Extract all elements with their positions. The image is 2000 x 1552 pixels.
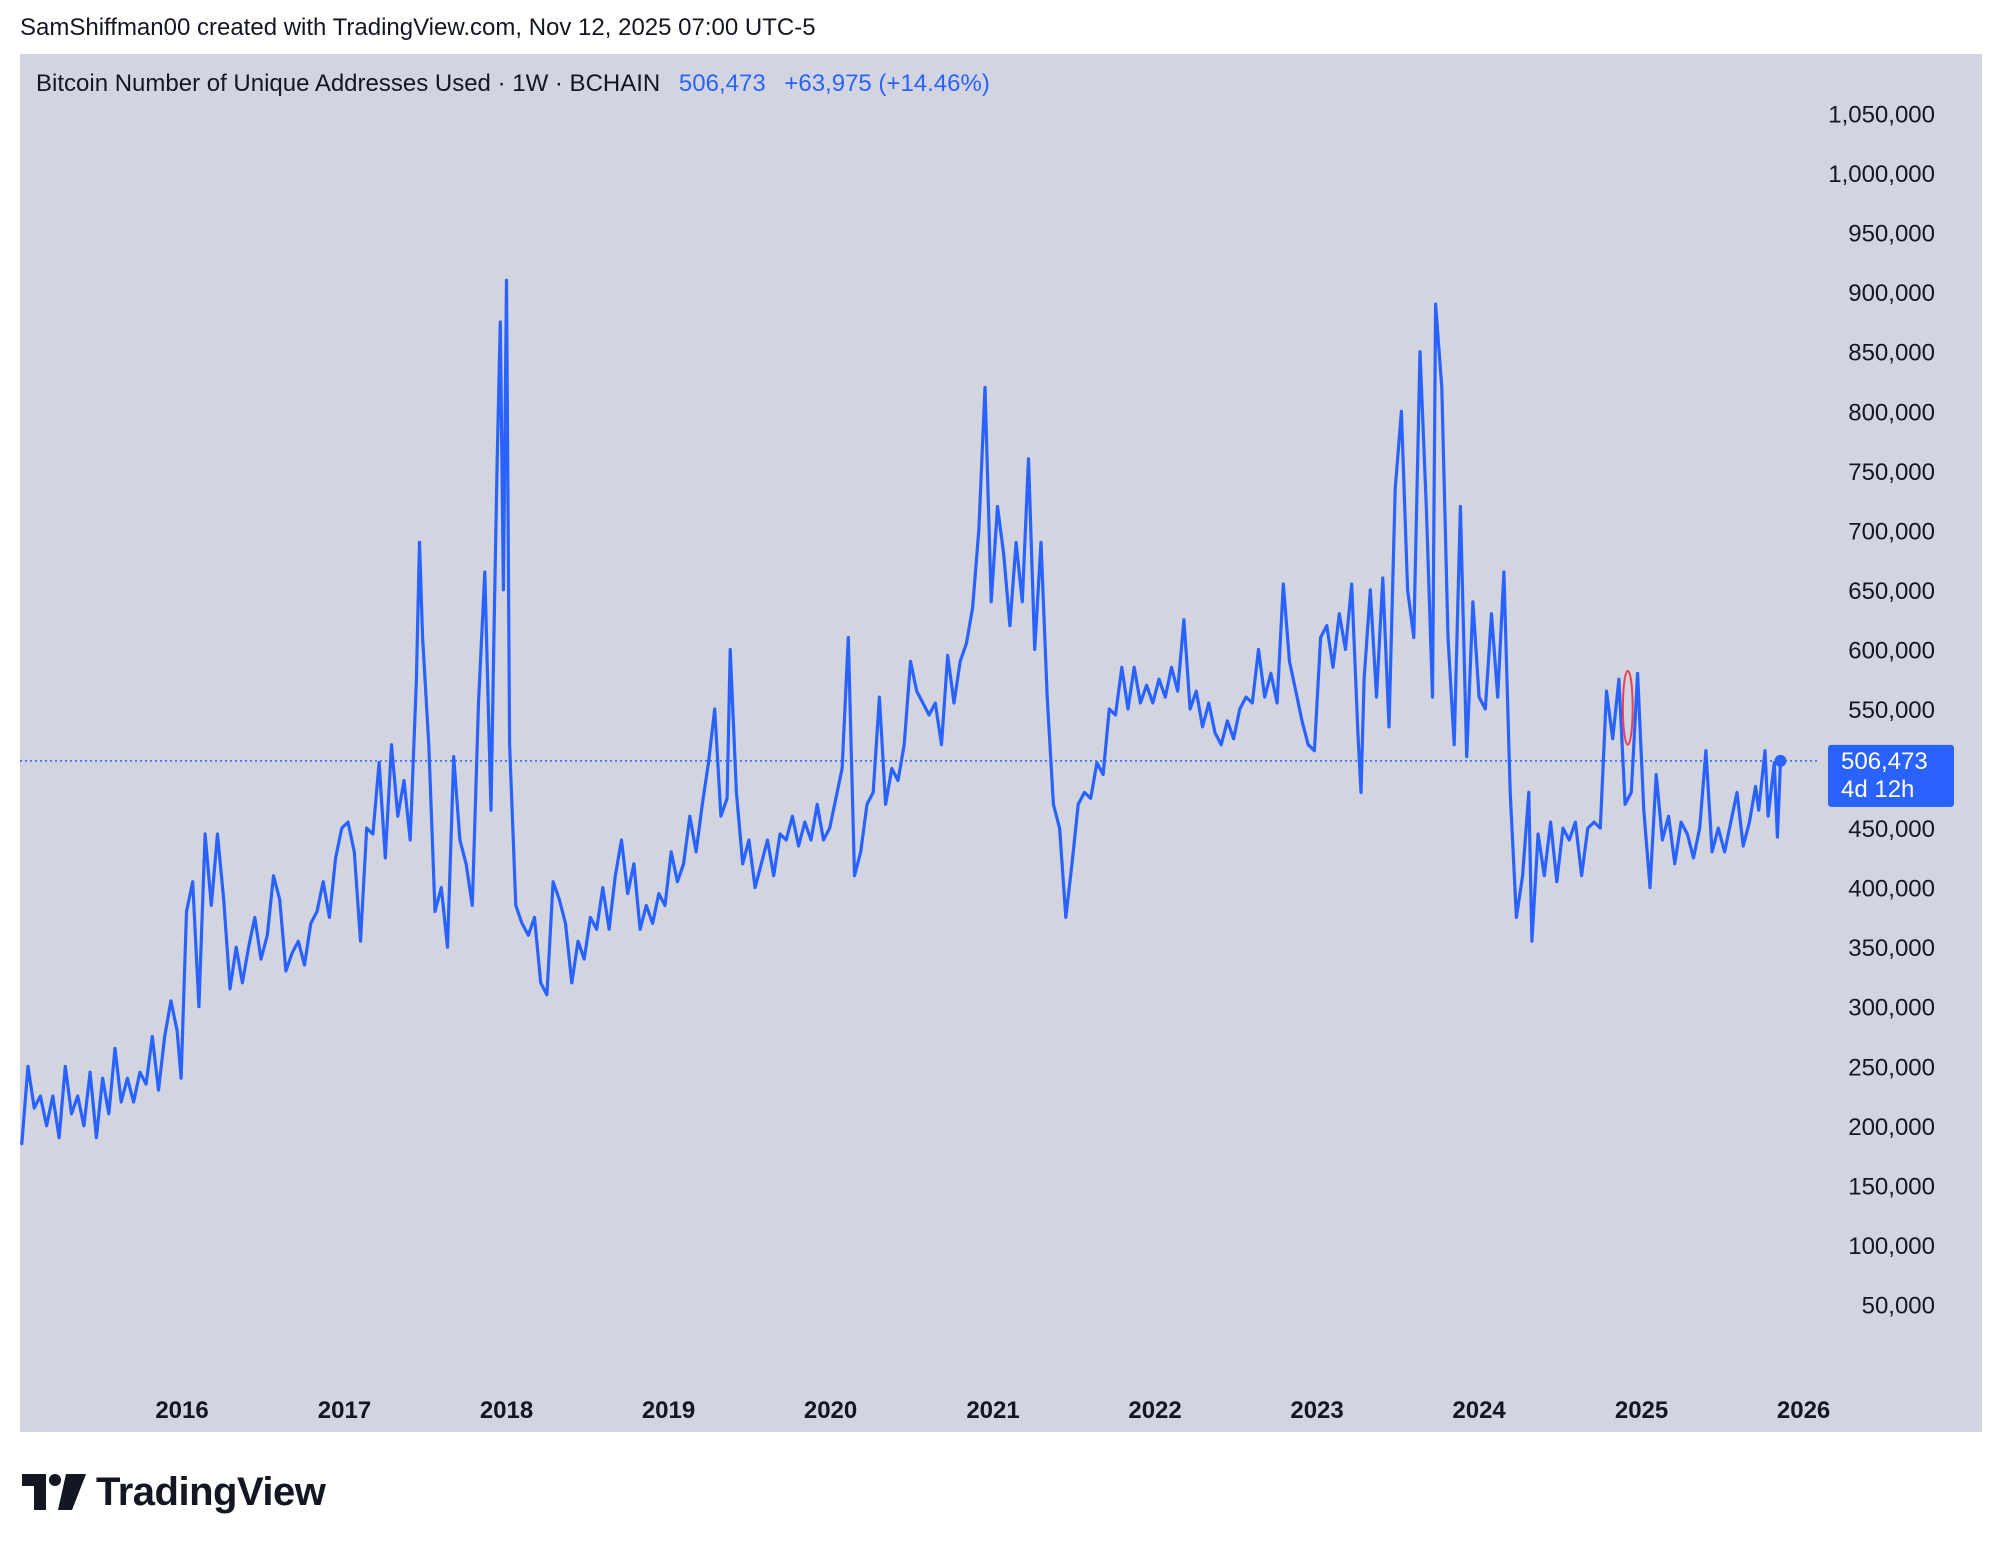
x-tick-label: 2026 (1777, 1397, 1830, 1424)
y-tick-label: 750,000 (1848, 459, 1935, 486)
chart-panel[interactable]: 50,000 100,000 150,000 200,000 250,000 300,00… (20, 54, 1982, 1432)
header-credit: SamShiffman00 created with TradingView.c… (20, 14, 816, 41)
y-tick-label: 950,000 (1848, 221, 1935, 248)
y-tick-label: 350,000 (1848, 935, 1935, 962)
series-line (20, 278, 1783, 1146)
y-tick-label: 700,000 (1848, 518, 1935, 545)
y-tick-label: 250,000 (1848, 1054, 1935, 1081)
x-tick-label: 2024 (1452, 1397, 1506, 1424)
x-tick-label: 2022 (1128, 1397, 1181, 1424)
brand-wordmark: TradingView (96, 1469, 326, 1514)
x-tick-label: 2020 (804, 1397, 857, 1424)
y-tick-label: 450,000 (1848, 816, 1935, 843)
y-tick-label: 850,000 (1848, 340, 1935, 367)
y-tick-label: 1,050,000 (1828, 102, 1935, 129)
x-tick-label: 2019 (642, 1397, 695, 1424)
chart-svg[interactable]: 50,000 100,000 150,000 200,000 250,000 300,00… (20, 54, 1982, 1432)
y-tick-label: 650,000 (1848, 578, 1935, 605)
y-tick-label: 900,000 (1848, 280, 1935, 307)
price-tag-countdown: 4d 12h (1841, 776, 1914, 803)
tradingview-logo-icon (22, 1474, 86, 1510)
y-tick-label: 550,000 (1848, 697, 1935, 724)
legend-last-value: 506,473 (678, 70, 766, 97)
x-tick-label: 2017 (318, 1397, 371, 1424)
y-tick-label: 800,000 (1848, 399, 1935, 426)
x-tick-label: 2021 (966, 1397, 1019, 1424)
tradingview-logo[interactable]: TradingView (22, 1468, 326, 1516)
price-tag-value: 506,473 (1841, 748, 1928, 775)
annotation-ellipse (1621, 669, 1634, 746)
x-tick-label: 2023 (1290, 1397, 1343, 1424)
x-tick-label: 2016 (155, 1397, 208, 1424)
x-tick-label: 2018 (480, 1397, 533, 1424)
last-point-marker (1774, 754, 1787, 767)
y-tick-label: 150,000 (1848, 1173, 1935, 1200)
price-tag (1828, 744, 1954, 807)
y-tick-label: 200,000 (1848, 1114, 1935, 1141)
y-tick-label: 1,000,000 (1828, 161, 1935, 188)
chart-legend: Bitcoin Number of Unique Addresses Used … (36, 70, 990, 98)
y-tick-label: 600,000 (1848, 637, 1935, 664)
legend-change: +63,975 (+14.46%) (784, 70, 990, 97)
y-tick-label: 400,000 (1848, 876, 1935, 903)
x-tick-label: 2025 (1615, 1397, 1668, 1424)
y-tick-label: 50,000 (1862, 1292, 1935, 1319)
y-tick-label: 100,000 (1848, 1233, 1935, 1260)
y-tick-label: 300,000 (1848, 995, 1935, 1022)
legend-symbol: Bitcoin Number of Unique Addresses Used … (36, 70, 661, 97)
